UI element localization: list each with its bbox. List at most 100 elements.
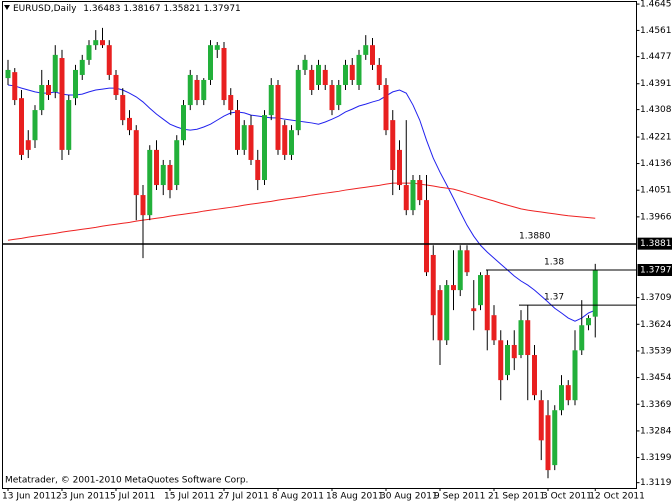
candle-body bbox=[518, 320, 524, 356]
y-tick-label: 1.46450 bbox=[640, 0, 672, 10]
candle-body bbox=[478, 275, 483, 306]
candle-body bbox=[430, 254, 436, 316]
y-tick-label: 1.39665 bbox=[640, 212, 672, 222]
candle-body bbox=[187, 74, 193, 106]
candle-body bbox=[302, 59, 308, 70]
candle-body bbox=[167, 164, 173, 191]
y-tick-label: 1.31990 bbox=[640, 453, 672, 463]
candle-body bbox=[552, 410, 558, 466]
candle-body bbox=[275, 84, 281, 150]
moving-average bbox=[7, 84, 596, 322]
candle-body bbox=[565, 385, 571, 401]
x-tick-label: 23 Jun 2011 bbox=[56, 492, 110, 502]
candle-body bbox=[5, 69, 11, 79]
level-label: 1.37 bbox=[544, 293, 564, 303]
candle-body bbox=[545, 415, 551, 471]
x-tick-label: 12 Oct 2011 bbox=[589, 492, 645, 502]
candle-body bbox=[322, 69, 328, 85]
y-tick-label: 1.36240 bbox=[640, 320, 672, 330]
candle-body bbox=[532, 355, 537, 396]
y-tick-label: 1.42210 bbox=[640, 133, 672, 143]
candle-body bbox=[113, 74, 119, 96]
header-low: 1.35821 bbox=[163, 4, 200, 14]
candle-body bbox=[133, 130, 139, 196]
candle-body bbox=[491, 315, 497, 341]
candle-body bbox=[181, 105, 186, 141]
candle-body bbox=[73, 69, 78, 99]
candle-body bbox=[295, 69, 301, 131]
candle-body bbox=[390, 120, 396, 170]
y-tick-label: 1.33690 bbox=[640, 400, 672, 410]
candle-body bbox=[464, 250, 470, 273]
candle-body bbox=[221, 47, 227, 101]
candle-body bbox=[383, 84, 389, 131]
candle-body bbox=[505, 344, 510, 376]
candle-body bbox=[471, 308, 477, 312]
candle-body bbox=[437, 290, 443, 341]
candle-body bbox=[106, 45, 112, 75]
candle-body bbox=[424, 200, 429, 273]
candle-body bbox=[559, 385, 564, 411]
candle-body bbox=[228, 95, 234, 111]
candle-body bbox=[397, 149, 402, 186]
candle-body bbox=[484, 275, 490, 331]
candle-body bbox=[201, 79, 207, 101]
candle-body bbox=[268, 84, 274, 116]
y-tick-label: 1.35390 bbox=[640, 346, 672, 356]
candle-body bbox=[410, 180, 416, 211]
level-label: 1.38 bbox=[544, 258, 564, 268]
candle-body bbox=[93, 40, 99, 46]
y-tick-label: 1.43085 bbox=[640, 105, 672, 115]
candle-body bbox=[572, 350, 578, 401]
y-tick-label: 1.37090 bbox=[640, 293, 672, 303]
header-high: 1.38167 bbox=[123, 4, 160, 14]
candle-body bbox=[343, 64, 348, 85]
y-tick-label: 1.40515 bbox=[640, 186, 672, 196]
candle-body bbox=[376, 64, 382, 85]
plot: 1.3880 1.38 1.37 bbox=[2, 27, 637, 479]
candle-body bbox=[235, 110, 240, 150]
candle-body bbox=[79, 59, 85, 75]
candle-body bbox=[120, 95, 126, 121]
candle-body bbox=[403, 185, 409, 211]
y-tick-label: 1.41365 bbox=[640, 159, 672, 169]
header-open: 1.36483 bbox=[83, 4, 120, 14]
candle-body bbox=[592, 269, 598, 317]
y-tick-label: 1.31190 bbox=[640, 478, 672, 488]
x-tick-label: 9 Sep 2011 bbox=[434, 492, 485, 502]
candle-body bbox=[336, 84, 342, 106]
x-tick-label: 21 Sep 2011 bbox=[488, 492, 545, 502]
candle-body bbox=[370, 45, 375, 65]
candle-body bbox=[194, 79, 200, 101]
candle-body bbox=[66, 100, 72, 150]
candle-body bbox=[451, 285, 456, 291]
x-tick-label: 30 Aug 2011 bbox=[380, 492, 438, 502]
candle-body bbox=[511, 344, 517, 359]
candle-body bbox=[316, 64, 321, 85]
candle-body bbox=[349, 64, 355, 80]
candle-body bbox=[309, 69, 315, 91]
candle-body bbox=[214, 45, 220, 50]
price-tag bbox=[637, 237, 672, 250]
candle-body bbox=[46, 84, 51, 96]
candle-body bbox=[25, 140, 31, 150]
level-label: 1.3880 bbox=[519, 232, 551, 242]
candle-body bbox=[457, 250, 463, 291]
candle-body bbox=[32, 110, 38, 141]
candle-body bbox=[208, 45, 213, 80]
candle-body bbox=[12, 72, 18, 101]
candle-body bbox=[147, 149, 153, 216]
candle-body bbox=[160, 164, 166, 186]
candle-body bbox=[262, 115, 267, 181]
chart-header: EURUSD,Daily 1.36483 1.38167 1.35821 1.3… bbox=[13, 4, 241, 14]
price-tag-label: 1.37971 bbox=[640, 265, 672, 275]
candle-body bbox=[329, 84, 335, 111]
candle-body bbox=[444, 285, 450, 341]
footer: Metatrader, © 2001-2010 MetaQuotes Softw… bbox=[5, 476, 248, 486]
candle-body bbox=[579, 325, 585, 351]
header-icon bbox=[4, 5, 10, 10]
candle-body bbox=[255, 159, 261, 181]
